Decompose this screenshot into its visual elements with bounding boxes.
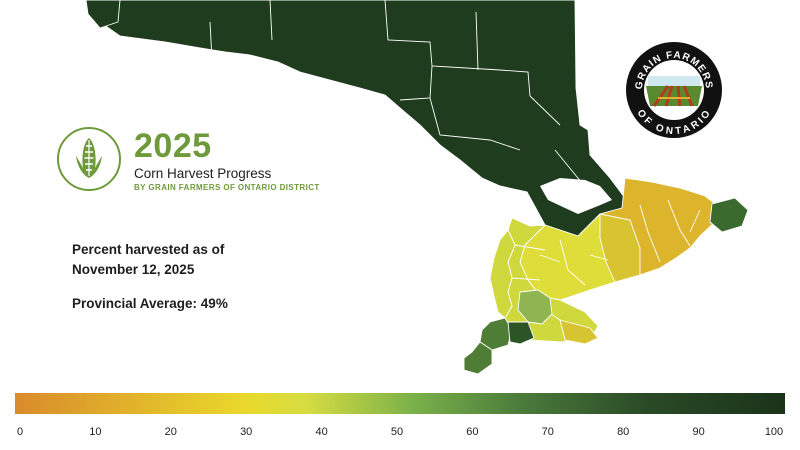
legend-tick-label: 50	[390, 426, 404, 438]
year-heading: 2025	[134, 127, 212, 165]
central-lines	[539, 239, 609, 286]
legend-tick-label: 60	[466, 426, 479, 438]
legend-tick-label: 80	[617, 426, 630, 438]
legend-tick-label: 10	[89, 426, 102, 438]
water-georgian-bay	[540, 178, 612, 214]
eastern-lines	[639, 199, 701, 263]
legend-tick-label: 0	[16, 426, 24, 438]
grain-farmers-logo: GRAIN FARMERS OF ONTARIO	[626, 42, 722, 138]
as-of-line1: Percent harvested as of	[72, 242, 225, 257]
region-green	[479, 317, 513, 351]
region-north-west-lobe	[85, 0, 121, 29]
chart-subtitle: Corn Harvest Progress	[134, 166, 272, 181]
region-niagara	[559, 319, 599, 345]
legend-tick-label: 20	[164, 426, 177, 438]
region-huron	[489, 229, 516, 319]
provincial-average: Provincial Average: 49%	[72, 296, 228, 311]
legend-tick-label: 70	[541, 426, 554, 438]
byline: BY GRAIN FARMERS OF ONTARIO DISTRICT	[134, 183, 320, 192]
legend-tick-label: 30	[240, 426, 253, 438]
as-of-line2: November 12, 2025	[72, 262, 195, 277]
legend-tick-label: 100	[764, 426, 784, 438]
legend-color-bar	[15, 393, 785, 414]
legend-tick-label: 90	[692, 426, 705, 438]
region-essex	[463, 341, 493, 375]
region-east-tip	[709, 197, 749, 233]
corn-icon	[57, 127, 121, 191]
as-of-text: Percent harvested as of November 12, 202…	[72, 240, 224, 280]
region-dark-green	[507, 321, 535, 345]
legend-tick-label: 40	[315, 426, 328, 438]
north-district-lines	[209, 0, 601, 206]
region-north-main	[99, 0, 626, 237]
region-mid-green	[517, 289, 553, 325]
